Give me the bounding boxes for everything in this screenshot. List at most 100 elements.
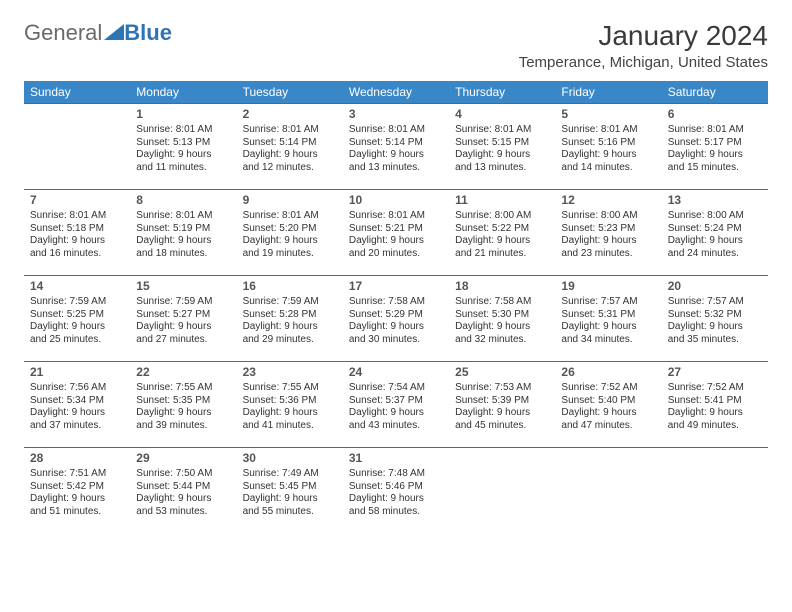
daylight-line: Daylight: 9 hours and 51 minutes. — [30, 493, 124, 518]
daylight-line: Daylight: 9 hours and 18 minutes. — [136, 235, 230, 260]
empty-cell — [24, 103, 130, 189]
day-cell: 25 Sunrise: 7:53 AMSunset: 5:39 PMDayligh… — [449, 361, 555, 447]
daylight-line: Daylight: 9 hours and 39 minutes. — [136, 407, 230, 432]
brand-part2: Blue — [124, 20, 172, 46]
day-header: Saturday — [662, 81, 768, 103]
date-number: 24 — [349, 365, 443, 380]
sunset-line: Sunset: 5:39 PM — [455, 395, 549, 408]
day-cell: 29 Sunrise: 7:50 AMSunset: 5:44 PMDayligh… — [130, 447, 236, 533]
date-number: 29 — [136, 451, 230, 466]
sunrise-line: Sunrise: 7:49 AM — [243, 468, 337, 481]
day-header: Friday — [555, 81, 661, 103]
day-cell: 19Sunrise: 7:57 AMSunset: 5:31 PMDayligh… — [555, 275, 661, 361]
sunrise-line: Sunrise: 7:53 AM — [455, 382, 549, 395]
daylight-line: Daylight: 9 hours and 13 minutes. — [349, 149, 443, 174]
day-cell: 17Sunrise: 7:58 AMSunset: 5:29 PMDayligh… — [343, 275, 449, 361]
sunrise-line: Sunrise: 7:50 AM — [136, 468, 230, 481]
day-cell: 14Sunrise: 7:59 AMSunset: 5:25 PMDayligh… — [24, 275, 130, 361]
sunset-line: Sunset: 5:19 PM — [136, 223, 230, 236]
day-cell: 30Sunrise: 7:49 AMSunset: 5:45 PMDayligh… — [237, 447, 343, 533]
daylight-line: Daylight: 9 hours and 13 minutes. — [455, 149, 549, 174]
sunset-line: Sunset: 5:44 PM — [136, 481, 230, 494]
date-number: 7 — [30, 193, 124, 208]
sunrise-line: Sunrise: 7:58 AM — [455, 296, 549, 309]
day-cell: 22Sunrise: 7:55 AMSunset: 5:35 PMDayligh… — [130, 361, 236, 447]
day-cell: 7Sunrise: 8:01 AMSunset: 5:18 PMDaylight… — [24, 189, 130, 275]
daylight-line: Daylight: 9 hours and 53 minutes. — [136, 493, 230, 518]
day-cell: 16Sunrise: 7:59 AMSunset: 5:28 PMDayligh… — [237, 275, 343, 361]
day-header: Thursday — [449, 81, 555, 103]
daylight-line: Daylight: 9 hours and 29 minutes. — [243, 321, 337, 346]
sunset-line: Sunset: 5:23 PM — [561, 223, 655, 236]
day-cell: 9Sunrise: 8:01 AMSunset: 5:20 PMDaylight… — [237, 189, 343, 275]
sunset-line: Sunset: 5:17 PM — [668, 137, 762, 150]
date-number: 18 — [455, 279, 549, 294]
brand-logo: General Blue — [24, 20, 172, 46]
sunset-line: Sunset: 5:40 PM — [561, 395, 655, 408]
day-cell: 5Sunrise: 8:01 AMSunset: 5:16 PMDaylight… — [555, 103, 661, 189]
brand-part1: General — [24, 20, 102, 46]
day-cell: 15Sunrise: 7:59 AMSunset: 5:27 PMDayligh… — [130, 275, 236, 361]
header: General Blue January 2024 — [24, 20, 768, 52]
month-title: January 2024 — [598, 20, 768, 52]
daylight-line: Daylight: 9 hours and 34 minutes. — [561, 321, 655, 346]
sunset-line: Sunset: 5:20 PM — [243, 223, 337, 236]
sunrise-line: Sunrise: 7:59 AM — [136, 296, 230, 309]
sunrise-line: Sunrise: 8:01 AM — [136, 124, 230, 137]
daylight-line: Daylight: 9 hours and 49 minutes. — [668, 407, 762, 432]
sunrise-line: Sunrise: 7:52 AM — [561, 382, 655, 395]
day-cell: 6Sunrise: 8:01 AMSunset: 5:17 PMDaylight… — [662, 103, 768, 189]
sunrise-line: Sunrise: 7:55 AM — [243, 382, 337, 395]
sunrise-line: Sunrise: 8:01 AM — [30, 210, 124, 223]
date-number: 28 — [30, 451, 124, 466]
sunrise-line: Sunrise: 8:01 AM — [455, 124, 549, 137]
sunrise-line: Sunrise: 7:51 AM — [30, 468, 124, 481]
daylight-line: Daylight: 9 hours and 58 minutes. — [349, 493, 443, 518]
date-number: 11 — [455, 193, 549, 208]
date-number: 20 — [668, 279, 762, 294]
sunset-line: Sunset: 5:45 PM — [243, 481, 337, 494]
sunrise-line: Sunrise: 8:00 AM — [668, 210, 762, 223]
sunrise-line: Sunrise: 7:57 AM — [561, 296, 655, 309]
daylight-line: Daylight: 9 hours and 25 minutes. — [30, 321, 124, 346]
sunset-line: Sunset: 5:15 PM — [455, 137, 549, 150]
date-number: 30 — [243, 451, 337, 466]
sunset-line: Sunset: 5:32 PM — [668, 309, 762, 322]
date-number: 25 — [455, 365, 549, 380]
location-subtitle: Temperance, Michigan, United States — [24, 54, 768, 71]
brand-triangle-icon — [104, 20, 124, 46]
sunrise-line: Sunrise: 8:01 AM — [243, 124, 337, 137]
daylight-line: Daylight: 9 hours and 24 minutes. — [668, 235, 762, 260]
sunrise-line: Sunrise: 8:00 AM — [455, 210, 549, 223]
daylight-line: Daylight: 9 hours and 43 minutes. — [349, 407, 443, 432]
daylight-line: Daylight: 9 hours and 23 minutes. — [561, 235, 655, 260]
empty-cell — [555, 447, 661, 533]
sunset-line: Sunset: 5:46 PM — [349, 481, 443, 494]
sunrise-line: Sunrise: 7:52 AM — [668, 382, 762, 395]
day-cell: 11Sunrise: 8:00 AMSunset: 5:22 PMDayligh… — [449, 189, 555, 275]
day-cell: 3Sunrise: 8:01 AMSunset: 5:14 PMDaylight… — [343, 103, 449, 189]
sunrise-line: Sunrise: 7:55 AM — [136, 382, 230, 395]
sunrise-line: Sunrise: 8:01 AM — [136, 210, 230, 223]
calendar-grid: SundayMondayTuesdayWednesdayThursdayFrid… — [24, 81, 768, 533]
daylight-line: Daylight: 9 hours and 21 minutes. — [455, 235, 549, 260]
day-header: Wednesday — [343, 81, 449, 103]
sunrise-line: Sunrise: 7:48 AM — [349, 468, 443, 481]
sunset-line: Sunset: 5:30 PM — [455, 309, 549, 322]
daylight-line: Daylight: 9 hours and 19 minutes. — [243, 235, 337, 260]
daylight-line: Daylight: 9 hours and 20 minutes. — [349, 235, 443, 260]
daylight-line: Daylight: 9 hours and 45 minutes. — [455, 407, 549, 432]
empty-cell — [449, 447, 555, 533]
daylight-line: Daylight: 9 hours and 35 minutes. — [668, 321, 762, 346]
sunset-line: Sunset: 5:27 PM — [136, 309, 230, 322]
day-cell: 12Sunrise: 8:00 AMSunset: 5:23 PMDayligh… — [555, 189, 661, 275]
day-cell: 2Sunrise: 8:01 AMSunset: 5:14 PMDaylight… — [237, 103, 343, 189]
day-cell: 1Sunrise: 8:01 AMSunset: 5:13 PMDaylight… — [130, 103, 236, 189]
date-number: 4 — [455, 107, 549, 122]
date-number: 23 — [243, 365, 337, 380]
daylight-line: Daylight: 9 hours and 30 minutes. — [349, 321, 443, 346]
date-number: 10 — [349, 193, 443, 208]
sunrise-line: Sunrise: 8:01 AM — [243, 210, 337, 223]
sunset-line: Sunset: 5:34 PM — [30, 395, 124, 408]
day-cell: 21Sunrise: 7:56 AMSunset: 5:34 PMDayligh… — [24, 361, 130, 447]
